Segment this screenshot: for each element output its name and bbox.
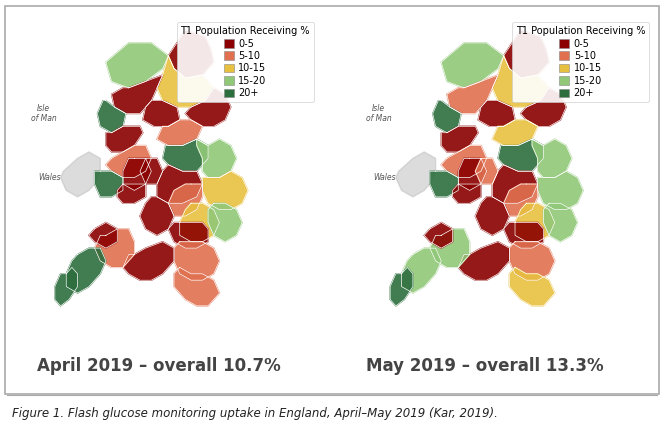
Polygon shape <box>492 165 538 203</box>
Polygon shape <box>60 152 100 197</box>
Polygon shape <box>169 223 208 248</box>
Polygon shape <box>106 145 151 178</box>
Text: Isle
of Man: Isle of Man <box>366 104 392 123</box>
Polygon shape <box>118 184 145 203</box>
Polygon shape <box>143 101 180 126</box>
Polygon shape <box>492 56 549 107</box>
Polygon shape <box>504 184 538 216</box>
Polygon shape <box>174 242 219 280</box>
Polygon shape <box>106 43 169 88</box>
Polygon shape <box>140 158 163 184</box>
Polygon shape <box>447 75 498 113</box>
Polygon shape <box>442 126 478 152</box>
Polygon shape <box>532 139 572 178</box>
Polygon shape <box>543 203 578 242</box>
Text: Wales: Wales <box>38 173 60 182</box>
Polygon shape <box>504 30 549 78</box>
Polygon shape <box>106 126 143 152</box>
Polygon shape <box>442 145 487 178</box>
Polygon shape <box>396 152 436 197</box>
Text: Wales: Wales <box>373 173 396 182</box>
Polygon shape <box>185 88 231 126</box>
Polygon shape <box>475 197 509 235</box>
Polygon shape <box>197 139 236 178</box>
Polygon shape <box>515 203 554 242</box>
Polygon shape <box>430 171 458 197</box>
Polygon shape <box>123 242 174 280</box>
Polygon shape <box>174 267 219 306</box>
Polygon shape <box>509 267 554 306</box>
Polygon shape <box>180 203 219 242</box>
Polygon shape <box>390 267 413 306</box>
Polygon shape <box>424 223 453 248</box>
Polygon shape <box>521 88 566 126</box>
Polygon shape <box>430 229 469 267</box>
Polygon shape <box>55 267 78 306</box>
Polygon shape <box>492 120 538 145</box>
Legend: 0-5, 5-10, 10-15, 15-20, 20+: 0-5, 5-10, 10-15, 15-20, 20+ <box>177 22 314 102</box>
Polygon shape <box>157 120 203 145</box>
Polygon shape <box>66 248 106 293</box>
Polygon shape <box>509 242 554 280</box>
Polygon shape <box>442 43 504 88</box>
Text: Figure 1. Flash glucose monitoring uptake in England, April–May 2019 (Kar, 2019): Figure 1. Flash glucose monitoring uptak… <box>12 407 498 420</box>
Polygon shape <box>94 229 134 267</box>
Legend: 0-5, 5-10, 10-15, 15-20, 20+: 0-5, 5-10, 10-15, 15-20, 20+ <box>512 22 649 102</box>
Polygon shape <box>157 56 214 107</box>
Polygon shape <box>169 184 203 216</box>
Polygon shape <box>140 197 174 235</box>
Polygon shape <box>453 184 481 203</box>
Polygon shape <box>208 203 242 242</box>
Polygon shape <box>123 158 151 191</box>
Polygon shape <box>157 165 203 203</box>
Polygon shape <box>402 248 442 293</box>
Polygon shape <box>458 158 487 191</box>
Polygon shape <box>112 75 163 113</box>
Polygon shape <box>169 30 214 78</box>
Polygon shape <box>203 171 248 210</box>
Text: April 2019 – overall 10.7%: April 2019 – overall 10.7% <box>37 357 282 375</box>
Polygon shape <box>163 139 208 171</box>
FancyBboxPatch shape <box>5 6 659 394</box>
Polygon shape <box>504 223 543 248</box>
Text: Isle
of Man: Isle of Man <box>31 104 56 123</box>
Polygon shape <box>475 158 498 184</box>
Text: May 2019 – overall 13.3%: May 2019 – overall 13.3% <box>366 357 604 375</box>
Polygon shape <box>89 223 118 248</box>
Polygon shape <box>478 101 515 126</box>
Polygon shape <box>94 171 123 197</box>
Polygon shape <box>433 101 461 133</box>
Polygon shape <box>538 171 583 210</box>
Polygon shape <box>458 242 509 280</box>
Polygon shape <box>98 101 125 133</box>
Polygon shape <box>498 139 543 171</box>
